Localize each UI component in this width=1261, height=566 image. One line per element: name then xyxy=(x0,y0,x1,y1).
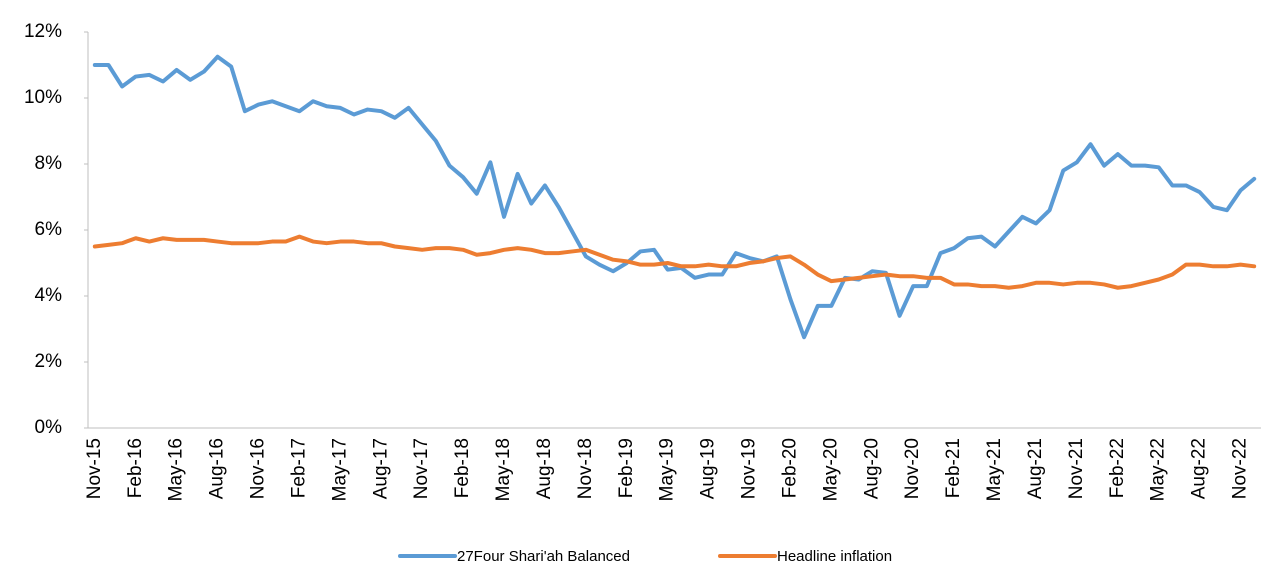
x-tick-label: May-21 xyxy=(984,438,1005,501)
legend-label: 27Four Shari'ah Balanced xyxy=(457,548,630,565)
x-tick-label: May-19 xyxy=(657,438,678,501)
y-tick-label: 2% xyxy=(35,351,63,372)
x-tick-label: May-18 xyxy=(493,438,514,501)
x-tick-label: Nov-22 xyxy=(1230,438,1251,499)
y-tick-label: 6% xyxy=(35,219,63,240)
x-tick-label: Nov-16 xyxy=(248,438,269,499)
x-tick-label: Feb-22 xyxy=(1107,438,1128,498)
x-tick-label: Aug-22 xyxy=(1189,438,1210,499)
y-tick-label: 0% xyxy=(35,417,63,438)
x-tick-label: Aug-21 xyxy=(1025,438,1046,499)
x-tick-label: Nov-15 xyxy=(84,438,105,499)
x-tick-label: May-17 xyxy=(329,438,350,501)
series-line xyxy=(92,234,1257,290)
x-tick-label: Aug-20 xyxy=(861,438,882,499)
y-tick-label: 12% xyxy=(24,21,62,42)
y-tick-label: 8% xyxy=(35,153,63,174)
x-tick-label: Nov-17 xyxy=(411,438,432,499)
x-tick-label: Nov-20 xyxy=(902,438,923,499)
x-tick-label: Feb-17 xyxy=(288,438,309,498)
x-tick-label: Nov-19 xyxy=(739,438,760,499)
x-tick-label: May-20 xyxy=(820,438,841,501)
x-tick-label: Feb-16 xyxy=(125,438,146,498)
x-tick-label: Aug-17 xyxy=(370,438,391,499)
x-tick-label: Aug-16 xyxy=(207,438,228,499)
x-tick-label: Nov-21 xyxy=(1066,438,1087,499)
legend-label: Headline inflation xyxy=(777,548,892,565)
x-tick-label: May-22 xyxy=(1148,438,1169,501)
x-tick-label: Aug-18 xyxy=(534,438,555,499)
x-tick-label: May-16 xyxy=(166,438,187,501)
y-tick-label: 10% xyxy=(24,87,62,108)
series-line xyxy=(92,54,1257,340)
x-tick-label: Feb-21 xyxy=(943,438,964,498)
x-tick-label: Aug-19 xyxy=(698,438,719,499)
x-tick-label: Feb-19 xyxy=(616,438,637,498)
x-tick-label: Feb-20 xyxy=(779,438,800,498)
x-tick-label: Feb-18 xyxy=(452,438,473,498)
y-tick-label: 4% xyxy=(35,285,63,306)
x-tick-label: Nov-18 xyxy=(575,438,596,499)
